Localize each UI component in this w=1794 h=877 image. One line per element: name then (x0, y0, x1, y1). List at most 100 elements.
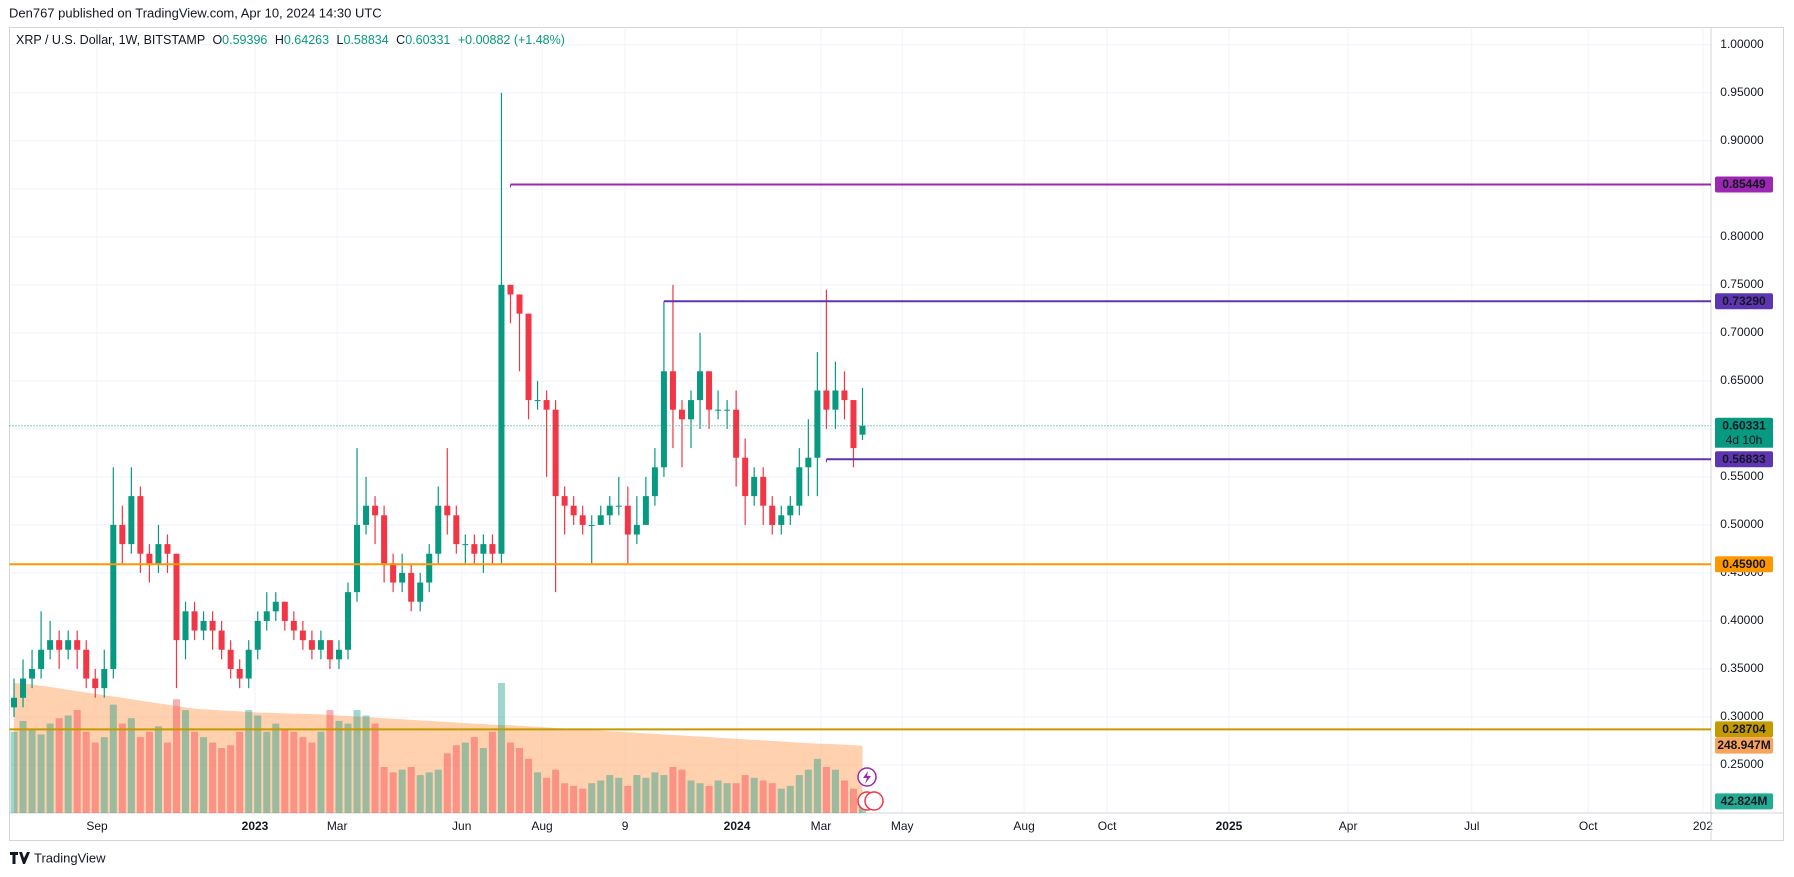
candle-body (543, 400, 550, 410)
y-tick-label: 0.25000 (1720, 757, 1764, 771)
candle-body (769, 505, 776, 525)
volume-bar (28, 729, 36, 813)
volume-bar (732, 783, 740, 813)
candle-body (363, 505, 370, 525)
x-tick-label: Oct (1579, 819, 1598, 833)
volume-bar (118, 723, 126, 813)
candle-body (83, 649, 90, 679)
candle-body (805, 457, 812, 468)
candle-body (850, 400, 857, 449)
candle-body (534, 400, 541, 402)
candle-body (597, 515, 604, 525)
x-tick-label: Jul (1464, 819, 1479, 833)
candle-body (417, 582, 424, 602)
price-tag (1715, 176, 1773, 193)
y-tick-label: 0.35000 (1720, 661, 1764, 675)
candle-body (426, 553, 433, 583)
volume-bar (100, 737, 108, 813)
volume-bar (479, 747, 487, 813)
candle-body (408, 572, 415, 602)
y-tick-label: 0.75000 (1720, 277, 1764, 291)
volume-bar (136, 737, 144, 813)
candle-body (462, 544, 469, 546)
volume-bar (200, 737, 208, 813)
volume-bar (804, 769, 812, 813)
candle-body (56, 640, 63, 650)
candle-body (606, 505, 613, 516)
candle-body (624, 505, 631, 535)
volume-bar (254, 715, 262, 813)
candle-body (715, 409, 722, 411)
candle-body (182, 611, 189, 641)
volume-bar (353, 710, 361, 813)
y-tick-label: 0.65000 (1720, 373, 1764, 387)
volume-bar (597, 780, 605, 813)
volume-bar (570, 785, 578, 813)
candle-body (444, 505, 451, 516)
volume-bar (109, 704, 117, 813)
volume-bar (443, 753, 451, 813)
x-tick-label: Jun (452, 819, 471, 833)
price-tag-label: 0.60331 (1722, 418, 1766, 432)
volume-bar (714, 780, 722, 813)
ohlc-label: O (212, 33, 222, 47)
volume-bar (615, 777, 623, 813)
price-tag (1715, 721, 1773, 738)
x-tick-label: Mar (327, 819, 348, 833)
volume-bar (461, 742, 469, 813)
candle-body (724, 409, 731, 411)
candle-body (859, 425, 866, 435)
chart-frame (9, 27, 1784, 841)
volume-bar (543, 777, 551, 813)
volume-bar (624, 785, 632, 813)
volume-bar (290, 731, 298, 813)
candle-body (552, 409, 559, 497)
price-tag (1715, 451, 1773, 468)
volume-bar (687, 780, 695, 813)
volume-bar (795, 775, 803, 813)
candle-body (20, 678, 27, 698)
y-tick-label: 0.40000 (1720, 613, 1764, 627)
volume-bar (633, 775, 641, 813)
candle-body (760, 476, 767, 506)
volume-bar (849, 788, 857, 813)
volume-bar (579, 788, 587, 813)
volume-bar (669, 766, 677, 813)
price-tag-label: 0.56833 (1722, 452, 1766, 466)
volume-bar (525, 758, 533, 813)
volume-bar (73, 710, 81, 813)
volume-bar (777, 788, 785, 813)
candle-body (227, 649, 234, 669)
volume-bar (182, 710, 190, 813)
candle-body (841, 390, 848, 401)
change: +0.00882 (+1.48%) (458, 33, 565, 47)
x-tick-label: 202 (1693, 819, 1713, 833)
price-tag-label: 0.45900 (1722, 557, 1766, 571)
candle-body (92, 678, 99, 689)
candle-body (218, 630, 225, 650)
candle-body (272, 601, 279, 612)
volume-bar (723, 783, 731, 813)
price-tag (1715, 793, 1773, 810)
symbol: XRP / U.S. Dollar, 1W, BITSTAMP (16, 33, 205, 47)
candle-body (678, 409, 685, 420)
volume-bar (263, 731, 271, 813)
candle-body (669, 371, 676, 410)
candle-body (101, 668, 108, 689)
volume-bar (172, 699, 180, 813)
price-tag-label: 0.73290 (1722, 294, 1766, 308)
candle-body (173, 553, 180, 641)
candle-body (561, 496, 568, 506)
volume-bar (840, 780, 848, 813)
candle-body (823, 390, 830, 410)
candle-body (146, 553, 153, 564)
legend-line: XRP / U.S. Dollar, 1W, BITSTAMP O0.59396… (16, 33, 565, 47)
candle-body (742, 457, 749, 497)
candle-body (137, 496, 144, 554)
candle-body (65, 640, 72, 650)
volume-bar (813, 758, 821, 813)
volume-bar (389, 772, 397, 813)
y-tick-label: 0.80000 (1720, 229, 1764, 243)
x-tick-label: 9 (622, 819, 629, 833)
